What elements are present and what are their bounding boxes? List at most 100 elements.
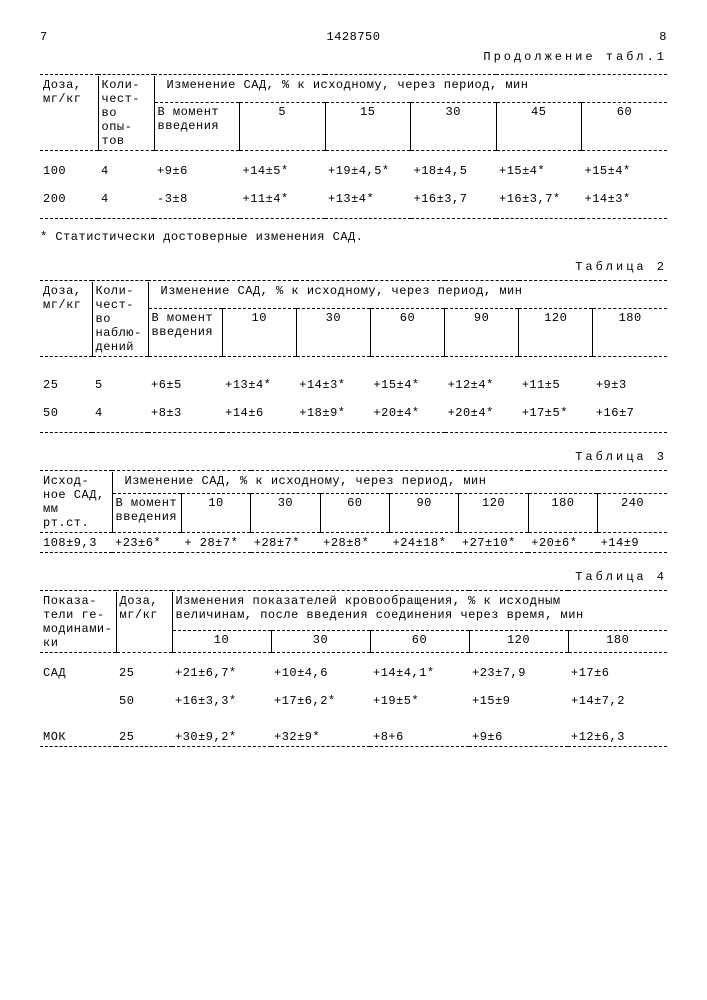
t2-col1: Доза, мг/кг — [40, 282, 92, 357]
cell: +28±8* — [320, 534, 389, 553]
table-continuation: Продолжение табл.1 — [40, 50, 667, 64]
cell: +13±4* — [222, 376, 296, 394]
t4-col2: Доза, мг/кг — [116, 592, 172, 653]
t4-sub-1: 30 — [271, 630, 370, 652]
t4-sub-0: 10 — [172, 630, 271, 652]
t1-span: Изменение САД, % к исходному, через пери… — [154, 76, 667, 103]
t2-col2: Коли- чест- во наблю- дений — [92, 282, 148, 357]
t1-sub-2: 15 — [325, 103, 411, 151]
t2-sub-0: В момент введения — [148, 309, 222, 357]
t1-col1: Доза, мг/кг — [40, 76, 98, 151]
cell: +20±4* — [370, 404, 444, 422]
t1-sub-0: В момент введения — [154, 103, 240, 151]
doc-number: 1428750 — [100, 30, 607, 44]
cell: +20±6* — [528, 534, 597, 553]
cell: +10±4,6 — [271, 664, 370, 682]
cell: +18±9* — [296, 404, 370, 422]
cell: +21±6,7* — [172, 664, 271, 682]
cell: +19±4,5* — [325, 162, 411, 180]
table-2: Доза, мг/кг Коли- чест- во наблю- дений … — [40, 280, 667, 434]
cell: +9±6 — [154, 162, 240, 180]
cell: +14±4,1* — [370, 664, 469, 682]
t4-row-2: МОК 25 +30±9,2* +32±9* +8+6 +9±6 +12±6,3 — [40, 728, 667, 747]
cell: +11±5 — [519, 376, 593, 394]
t1-row-0: 100 4 +9±6 +14±5* +19±4,5* +18±4,5 +15±4… — [40, 162, 667, 180]
cell: 200 — [40, 190, 98, 208]
cell: 50 — [116, 692, 172, 710]
cell: 100 — [40, 162, 98, 180]
cell: +13±4* — [325, 190, 411, 208]
cell: +14±3* — [582, 190, 668, 208]
t3-col1: Исход- ное САД, мм рт.ст. — [40, 472, 112, 533]
cell: 5 — [92, 376, 148, 394]
t4-row-0: САД 25 +21±6,7* +10±4,6 +14±4,1* +23±7,9… — [40, 664, 667, 682]
cell: +11±4* — [240, 190, 326, 208]
page-header: 7 1428750 8 — [40, 30, 667, 44]
t3-row-0: 108±9,3 +23±6* + 28±7* +28±7* +28±8* +24… — [40, 534, 667, 553]
cell: 4 — [98, 190, 154, 208]
cell: +30±9,2* — [172, 728, 271, 747]
cell: +15±4* — [370, 376, 444, 394]
t2-row-0: 25 5 +6±5 +13±4* +14±3* +15±4* +12±4* +1… — [40, 376, 667, 394]
table-1: Доза, мг/кг Коли- чест- во опы- тов Изме… — [40, 74, 667, 220]
t4-row-1: 50 +16±3,3* +17±6,2* +19±5* +15±9 +14±7,… — [40, 692, 667, 710]
t3-sub-3: 60 — [320, 494, 389, 533]
cell: +28±7* — [251, 534, 320, 553]
t3-sub-4: 90 — [390, 494, 459, 533]
t2-sub-1: 10 — [222, 309, 296, 357]
cell: +14±6 — [222, 404, 296, 422]
table4-caption: Таблица 4 — [40, 570, 667, 584]
t2-span: Изменение САД, % к исходному, через пери… — [148, 282, 667, 309]
cell: +17±6,2* — [271, 692, 370, 710]
cell: +23±6* — [112, 534, 181, 553]
table3-caption: Таблица 3 — [40, 450, 667, 464]
cell: +14±9 — [598, 534, 667, 553]
t2-sub-6: 180 — [593, 309, 667, 357]
t3-sub-1: 10 — [181, 494, 250, 533]
t1-row-1: 200 4 -3±8 +11±4* +13±4* +16±3,7 +16±3,7… — [40, 190, 667, 208]
cell: +16±3,7* — [496, 190, 582, 208]
table-4: Показа- тели ге- модинами- ки Доза, мг/к… — [40, 590, 667, 748]
t4-sub-4: 180 — [568, 630, 667, 652]
cell: +20±4* — [445, 404, 519, 422]
t1-col2: Коли- чест- во опы- тов — [98, 76, 154, 151]
cell: +17±5* — [519, 404, 593, 422]
t4-span: Изменения показателей кровообращения, % … — [172, 592, 667, 630]
cell: +15±4* — [496, 162, 582, 180]
cell: +27±10* — [459, 534, 528, 553]
cell: +6±5 — [148, 376, 222, 394]
cell: САД — [40, 664, 116, 682]
cell: +12±4* — [445, 376, 519, 394]
cell: +12±6,3 — [568, 728, 667, 747]
cell: +19±5* — [370, 692, 469, 710]
cell: +15±4* — [582, 162, 668, 180]
t3-sub-0: В момент введения — [112, 494, 181, 533]
cell: +16±3,3* — [172, 692, 271, 710]
cell: +16±7 — [593, 404, 667, 422]
cell: +18±4,5 — [411, 162, 497, 180]
cell: 4 — [98, 162, 154, 180]
table2-caption: Таблица 2 — [40, 260, 667, 274]
cell: 25 — [40, 376, 92, 394]
t2-sub-4: 90 — [445, 309, 519, 357]
cell: +9±6 — [469, 728, 568, 747]
t4-col1: Показа- тели ге- модинами- ки — [40, 592, 116, 653]
cell: +14±7,2 — [568, 692, 667, 710]
t3-sub-6: 180 — [528, 494, 597, 533]
cell: +17±6 — [568, 664, 667, 682]
t3-sub-2: 30 — [251, 494, 320, 533]
page-right: 8 — [607, 30, 667, 44]
cell: +8±3 — [148, 404, 222, 422]
page-left: 7 — [40, 30, 100, 44]
cell: +16±3,7 — [411, 190, 497, 208]
t1-sub-5: 60 — [582, 103, 668, 151]
cell: 4 — [92, 404, 148, 422]
cell: 25 — [116, 664, 172, 682]
t2-sub-5: 120 — [519, 309, 593, 357]
cell: +9±3 — [593, 376, 667, 394]
cell: 25 — [116, 728, 172, 747]
t4-sub-2: 60 — [370, 630, 469, 652]
cell: +32±9* — [271, 728, 370, 747]
t1-sub-4: 45 — [496, 103, 582, 151]
t3-sub-7: 240 — [598, 494, 667, 533]
